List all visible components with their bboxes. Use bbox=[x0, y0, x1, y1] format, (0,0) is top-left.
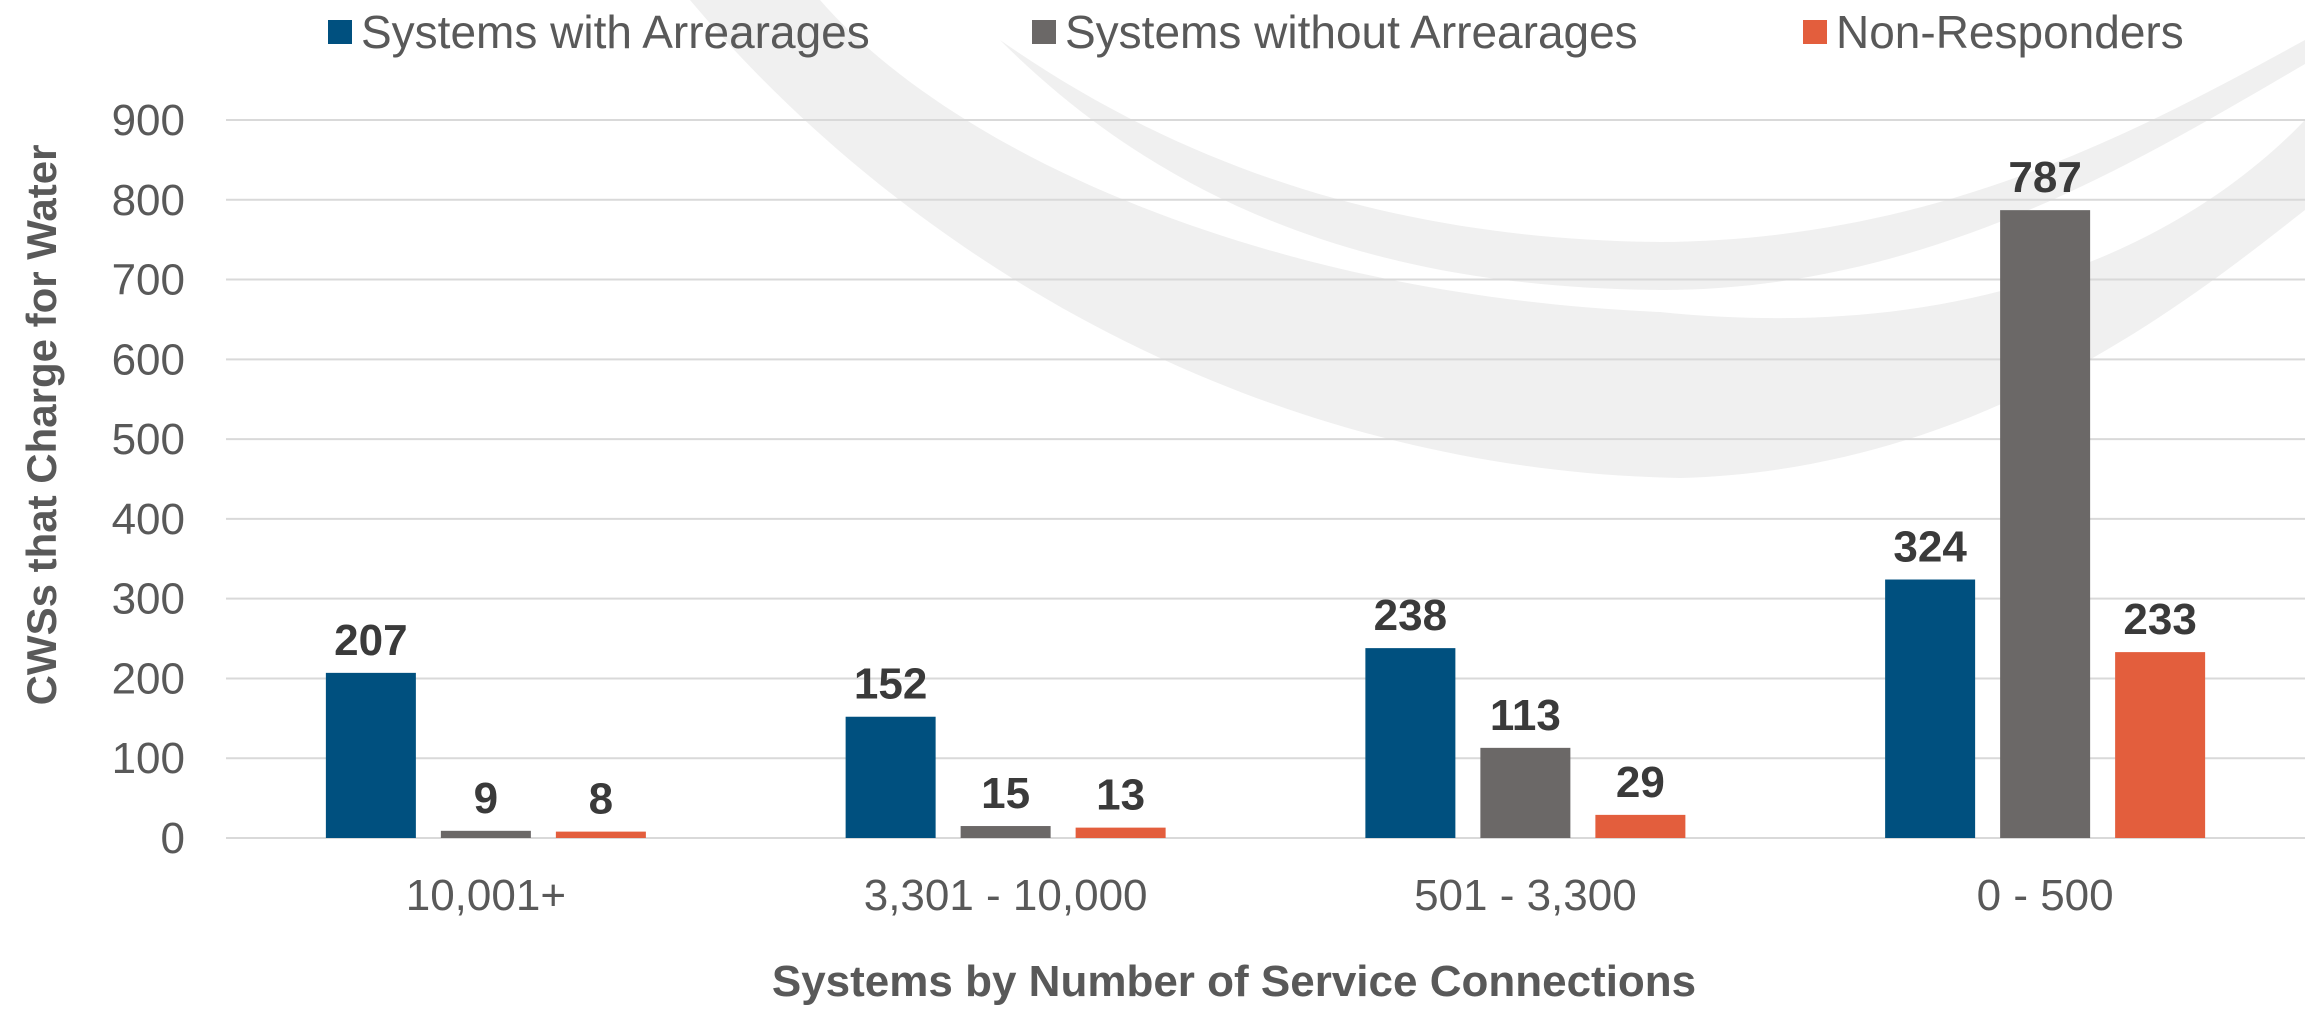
y-tick-label: 300 bbox=[112, 575, 185, 624]
data-label: 8 bbox=[589, 775, 613, 824]
y-tick-label: 800 bbox=[112, 176, 185, 225]
bar bbox=[440, 830, 531, 838]
legend: Systems with Arrearages Systems without … bbox=[0, 4, 2305, 60]
legend-item-without-arrearages: Systems without Arrearages bbox=[1032, 4, 1638, 60]
data-label: 9 bbox=[474, 774, 498, 823]
bar bbox=[1885, 579, 1976, 838]
bar bbox=[1595, 814, 1686, 838]
y-tick-label: 100 bbox=[112, 734, 185, 783]
data-label: 787 bbox=[2008, 153, 2081, 202]
data-label: 13 bbox=[1096, 771, 1145, 820]
y-tick-label: 900 bbox=[112, 96, 185, 145]
bar bbox=[2115, 652, 2206, 838]
data-labels: 207 9 8 152 15 13 238 113 29 324 787 233 bbox=[334, 153, 2197, 823]
gridlines bbox=[226, 119, 2305, 839]
y-tick-label: 500 bbox=[112, 415, 185, 464]
data-label: 238 bbox=[1374, 591, 1447, 640]
x-tick-label: 10,001+ bbox=[406, 871, 566, 920]
bar bbox=[1075, 827, 1166, 838]
bar bbox=[325, 672, 416, 838]
bar bbox=[845, 716, 936, 838]
data-label: 113 bbox=[1490, 691, 1561, 740]
legend-swatch-non-responders bbox=[1803, 20, 1827, 44]
bar bbox=[960, 826, 1051, 838]
legend-label-without-arrearages: Systems without Arrearages bbox=[1065, 6, 1638, 58]
data-label: 15 bbox=[981, 769, 1030, 818]
legend-swatch-without-arrearages bbox=[1032, 20, 1056, 44]
data-label: 29 bbox=[1616, 758, 1665, 807]
y-tick-label: 0 bbox=[161, 814, 185, 863]
y-tick-label: 400 bbox=[112, 495, 185, 544]
x-axis-tick-labels: 10,001+ 3,301 - 10,000 501 - 3,300 0 - 500 bbox=[406, 871, 2114, 920]
x-tick-label: 501 - 3,300 bbox=[1414, 871, 1637, 920]
bar bbox=[555, 831, 646, 838]
legend-label-non-responders: Non-Responders bbox=[1836, 6, 2184, 58]
x-axis-label: Systems by Number of Service Connections bbox=[772, 957, 1696, 1006]
legend-label-with-arrearages: Systems with Arrearages bbox=[361, 6, 870, 58]
y-tick-label: 700 bbox=[112, 256, 185, 305]
bar bbox=[1365, 648, 1456, 838]
data-label: 324 bbox=[1893, 523, 1967, 572]
y-tick-label: 600 bbox=[112, 335, 185, 384]
data-label: 233 bbox=[2123, 595, 2196, 644]
bars bbox=[325, 210, 2206, 838]
legend-item-non-responders: Non-Responders bbox=[1803, 4, 2184, 60]
bar bbox=[2000, 210, 2091, 838]
legend-swatch-with-arrearages bbox=[328, 20, 352, 44]
y-tick-label: 200 bbox=[112, 654, 185, 703]
data-label: 207 bbox=[334, 616, 407, 665]
bar bbox=[1480, 747, 1571, 838]
legend-item-with-arrearages: Systems with Arrearages bbox=[328, 4, 870, 60]
x-tick-label: 3,301 - 10,000 bbox=[864, 871, 1148, 920]
y-axis-label: CWSs that Charge for Water bbox=[18, 145, 65, 706]
y-axis-tick-labels: 0 100 200 300 400 500 600 700 800 900 bbox=[112, 96, 185, 863]
x-tick-label: 0 - 500 bbox=[1977, 871, 2114, 920]
data-label: 152 bbox=[854, 660, 927, 709]
